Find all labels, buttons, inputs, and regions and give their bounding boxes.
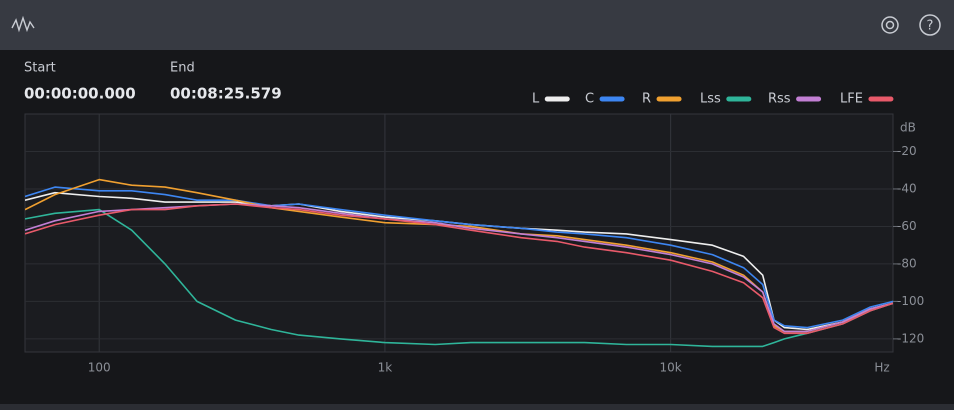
- y-tick-label: -80: [897, 256, 917, 270]
- y-tick-label: -60: [897, 219, 917, 233]
- spectrum-line: [25, 186, 893, 329]
- y-tick-label: -100: [897, 294, 924, 308]
- help-button[interactable]: ?: [919, 14, 941, 36]
- y-tick-label: -20: [897, 144, 917, 158]
- end-label: End: [170, 61, 195, 76]
- spectrum-line: [25, 203, 893, 333]
- x-tick-label: 1k: [378, 361, 393, 375]
- y-unit: dB: [900, 121, 916, 135]
- footer-bar: [0, 404, 954, 410]
- spectrum-line: [25, 203, 893, 335]
- legend-label: L: [532, 92, 540, 107]
- plot-lines: [25, 178, 893, 348]
- x-tick-label: 100: [88, 361, 111, 375]
- spectrum-icon: [11, 15, 35, 33]
- x-unit: Hz: [874, 361, 889, 375]
- settings-button[interactable]: [881, 16, 899, 34]
- legend-label: C: [585, 92, 594, 107]
- x-tick-label: 10k: [660, 361, 682, 375]
- legend-label: LFE: [840, 92, 863, 107]
- header-bar: [0, 0, 954, 50]
- y-tick-label: -120: [897, 331, 924, 345]
- plot-area: [24, 113, 894, 353]
- legend-label: Rss: [768, 92, 791, 107]
- legend-label: Lss: [700, 92, 721, 107]
- legend-label: R: [642, 92, 651, 107]
- start-time: 00:00:00.000: [24, 85, 136, 103]
- spectrum-line: [25, 208, 893, 348]
- end-time: 00:08:25.579: [170, 85, 282, 103]
- svg-text:?: ?: [927, 19, 934, 34]
- start-label: Start: [24, 61, 56, 76]
- y-tick-label: -40: [897, 181, 917, 195]
